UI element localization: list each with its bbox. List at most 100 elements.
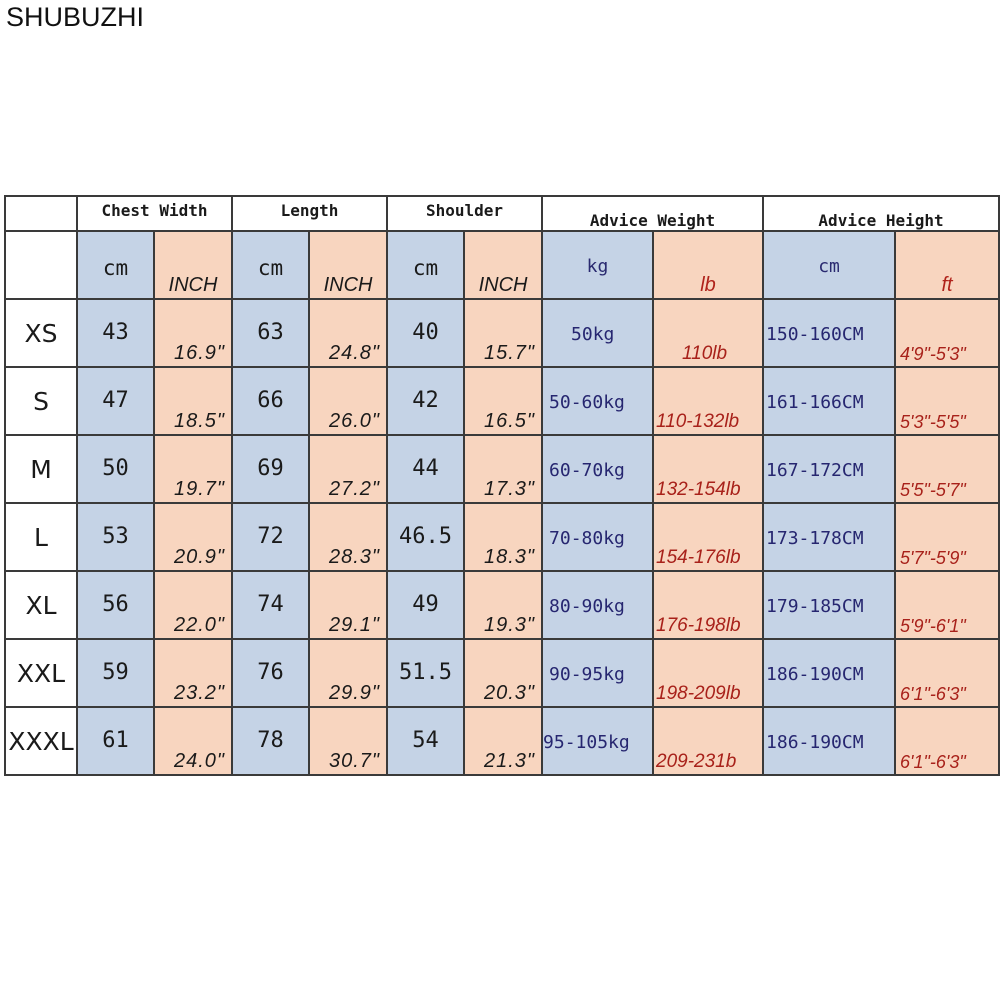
- weight-kg-cell: 50-60kg: [541, 366, 655, 436]
- length-cm-cell-text: 72: [257, 524, 284, 549]
- weight-kg-cell: 80-90kg: [541, 570, 655, 640]
- weight-lb-cell-text: 110lb: [682, 343, 728, 364]
- weight-lb-cell-text: 154-176lb: [656, 547, 741, 568]
- height-ft-cell-text: 5'9"-6'1": [900, 616, 966, 636]
- header-advice-height: Advice Height: [762, 195, 1000, 232]
- chest-cm-cell-text: 47: [102, 388, 129, 413]
- height-cm-cell: 179-185CM: [762, 570, 897, 640]
- brand-name: SHUBUZHI: [6, 2, 145, 32]
- chest-cm-cell: 47: [76, 366, 155, 436]
- table-row: M 50 19.7" 69 27.2" 44 17.3" 60-70kg 132-154lb 16…: [4, 434, 1000, 504]
- unit-length-inch-label: INCH: [323, 274, 373, 296]
- header-chest-width-label: Chest Width: [101, 201, 208, 220]
- height-cm-cell-text: 161-166CM: [766, 392, 864, 413]
- chest-cm-cell: 59: [76, 638, 155, 708]
- weight-lb-cell-text: 132-154lb: [656, 479, 741, 500]
- shoulder-cm-cell-text: 49: [412, 592, 439, 617]
- header-shoulder: Shoulder: [386, 195, 544, 232]
- height-cm-cell: 173-178CM: [762, 502, 897, 572]
- unit-height-cm-label: cm: [818, 256, 840, 277]
- weight-kg-cell-text: 90-95kg: [549, 664, 625, 685]
- chest-inch-cell-text: 18.5": [173, 410, 225, 432]
- table-row: XXXL 61 24.0" 78 30.7" 54 21.3" 95-105kg 209-231…: [4, 706, 1000, 776]
- shoulder-inch-cell: 18.3": [463, 502, 544, 572]
- height-ft-cell: 5'3"-5'5": [894, 366, 1000, 436]
- length-cm-cell-text: 63: [257, 320, 284, 345]
- height-ft-cell-text: 5'3"-5'5": [900, 412, 966, 432]
- chest-cm-cell-text: 43: [102, 320, 129, 345]
- length-inch-cell-text: 24.8": [328, 342, 381, 364]
- length-cm-cell-text: 66: [257, 388, 284, 413]
- shoulder-inch-cell-text: 15.7": [483, 342, 536, 364]
- height-cm-cell: 161-166CM: [762, 366, 897, 436]
- length-cm-cell: 69: [231, 434, 310, 504]
- weight-lb-cell-text: 110-132lb: [656, 411, 740, 432]
- chest-inch-cell-text: 19.7": [173, 478, 225, 500]
- weight-lb-cell: 110-132lb: [652, 366, 765, 436]
- length-inch-cell: 30.7": [307, 706, 389, 776]
- unit-shoulder-cm: cm: [386, 230, 466, 300]
- weight-kg-cell-text: 70-80kg: [549, 528, 625, 549]
- length-inch-cell: 29.9": [307, 638, 389, 708]
- weight-kg-cell: 90-95kg: [541, 638, 655, 708]
- height-ft-cell: 6'1"-6'3": [894, 706, 1000, 776]
- header-length-label: Length: [280, 201, 339, 220]
- header-chest-width: Chest Width: [76, 195, 233, 232]
- chest-inch-cell: 23.2": [153, 638, 233, 708]
- weight-lb-cell: 154-176lb: [652, 502, 765, 572]
- height-ft-cell: 5'5"-5'7": [894, 434, 1000, 504]
- chest-cm-cell-text: 53: [102, 524, 129, 549]
- table-row: XL 56 22.0" 74 29.1" 49 19.3" 80-90kg 176-198lb 1…: [4, 570, 1000, 640]
- size-label: M: [4, 434, 78, 504]
- height-ft-cell-text: 5'5"-5'7": [900, 480, 966, 500]
- length-inch-cell: 28.3": [307, 502, 389, 572]
- weight-kg-cell-text: 60-70kg: [549, 460, 625, 481]
- size-label: XS: [4, 298, 78, 368]
- unit-weight-lb-label: lb: [700, 274, 716, 296]
- header-length: Length: [230, 195, 389, 232]
- height-cm-cell: 167-172CM: [762, 434, 897, 504]
- chest-inch-cell: 22.0": [153, 570, 233, 640]
- size-label: XXXL: [4, 706, 78, 776]
- weight-kg-cell-text: 50kg: [571, 324, 615, 345]
- table-row: XS 43 16.9" 63 24.8" 40 15.7" 50kg 110lb 150-160C…: [4, 298, 1000, 368]
- shoulder-inch-cell-text: 19.3": [483, 614, 536, 636]
- unit-shoulder-cm-label: cm: [412, 256, 439, 280]
- shoulder-inch-cell-text: 20.3": [483, 682, 536, 704]
- length-cm-cell: 66: [231, 366, 310, 436]
- unit-chest-inch-label: INCH: [168, 274, 218, 296]
- weight-lb-cell: 209-231b: [652, 706, 765, 776]
- height-cm-cell-text: 150-160CM: [766, 324, 864, 345]
- weight-kg-cell: 50kg: [541, 298, 655, 368]
- chest-cm-cell-text: 50: [102, 456, 129, 481]
- length-cm-cell-text: 78: [257, 728, 284, 753]
- size-label: L: [4, 502, 78, 572]
- header-advice-weight: Advice Weight: [541, 195, 765, 232]
- length-inch-cell: 26.0": [307, 366, 389, 436]
- shoulder-cm-cell-text: 54: [412, 728, 439, 753]
- header-advice-height-label: Advice Height: [818, 211, 944, 230]
- shoulder-inch-cell-text: 18.3": [483, 546, 536, 568]
- weight-lb-cell: 198-209lb: [652, 638, 765, 708]
- shoulder-inch-cell-text: 21.3": [483, 750, 536, 772]
- chest-cm-cell: 53: [76, 502, 155, 572]
- height-ft-cell: 5'9"-6'1": [894, 570, 1000, 640]
- shoulder-cm-cell-text: 40: [412, 320, 439, 345]
- unit-length-inch: INCH: [307, 230, 389, 300]
- shoulder-cm-cell: 44: [386, 434, 466, 504]
- weight-kg-cell-text: 50-60kg: [549, 392, 625, 413]
- length-inch-cell-text: 26.0": [328, 410, 381, 432]
- length-cm-cell-text: 76: [257, 660, 284, 685]
- length-inch-cell-text: 27.2": [328, 478, 381, 500]
- shoulder-cm-cell: 46.5: [386, 502, 466, 572]
- chest-inch-cell: 18.5": [153, 366, 233, 436]
- unit-length-cm-label: cm: [257, 256, 284, 280]
- unit-height-cm: cm: [762, 230, 897, 300]
- unit-length-cm: cm: [231, 230, 310, 300]
- chest-inch-cell-text: 16.9": [173, 342, 225, 364]
- weight-kg-cell: 95-105kg: [541, 706, 655, 776]
- header-shoulder-label: Shoulder: [425, 201, 504, 220]
- chest-inch-cell: 20.9": [153, 502, 233, 572]
- height-ft-cell-text: 6'1"-6'3": [900, 752, 966, 772]
- length-cm-cell: 74: [231, 570, 310, 640]
